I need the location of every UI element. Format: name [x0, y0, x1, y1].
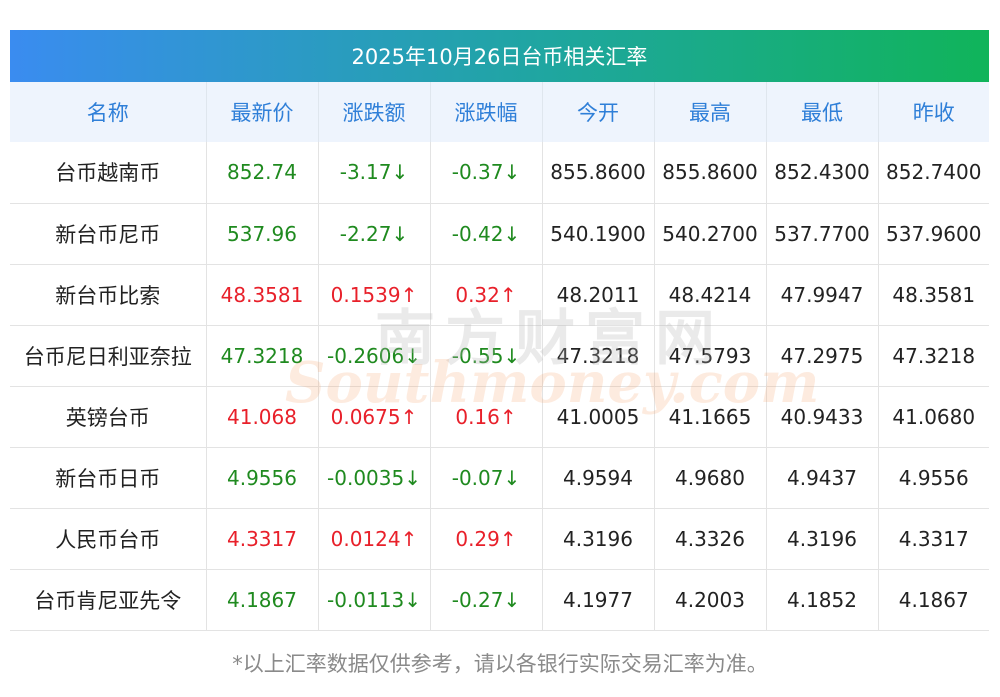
cell-open: 540.1900 — [542, 203, 655, 265]
cell-low: 4.9437 — [766, 447, 879, 509]
cell-prev-close: 4.1867 — [878, 569, 989, 631]
cell-high: 540.2700 — [654, 203, 767, 265]
cell-low: 4.1852 — [766, 569, 879, 631]
cell-change: 0.0675↑ — [318, 386, 431, 448]
cell-prev-close: 537.9600 — [878, 203, 989, 265]
table-row: 台币尼日利亚奈拉 47.3218 -0.2606↓ -0.55↓ 47.3218 47.5… — [10, 325, 989, 387]
header-latest: 最新价 — [206, 82, 319, 142]
cell-high: 47.5793 — [654, 325, 767, 387]
cell-change: 0.0124↑ — [318, 508, 431, 570]
cell-open: 41.0005 — [542, 386, 655, 448]
cell-open: 4.9594 — [542, 447, 655, 509]
cell-name: 英镑台币 — [10, 386, 207, 448]
cell-name: 人民币台币 — [10, 508, 207, 570]
table-row: 台币越南币 852.74 -3.17↓ -0.37↓ 855.8600 855.8600 8… — [10, 142, 989, 204]
cell-low: 537.7700 — [766, 203, 879, 265]
cell-prev-close: 852.7400 — [878, 142, 989, 204]
cell-latest: 537.96 — [206, 203, 319, 265]
cell-name: 台币越南币 — [10, 142, 207, 204]
cell-open: 47.3218 — [542, 325, 655, 387]
cell-change-pct: -0.55↓ — [430, 325, 543, 387]
table-row: 新台币日币 4.9556 -0.0035↓ -0.07↓ 4.9594 4.9680 4.9… — [10, 447, 989, 509]
cell-name: 新台币日币 — [10, 447, 207, 509]
cell-low: 4.3196 — [766, 508, 879, 570]
header-low: 最低 — [766, 82, 879, 142]
cell-change: -0.0035↓ — [318, 447, 431, 509]
cell-open: 48.2011 — [542, 264, 655, 326]
cell-change-pct: 0.16↑ — [430, 386, 543, 448]
cell-latest: 852.74 — [206, 142, 319, 204]
cell-high: 4.3326 — [654, 508, 767, 570]
cell-change: -2.27↓ — [318, 203, 431, 265]
cell-latest: 4.3317 — [206, 508, 319, 570]
cell-change: 0.1539↑ — [318, 264, 431, 326]
header-change-pct: 涨跌幅 — [430, 82, 543, 142]
cell-name: 新台币尼币 — [10, 203, 207, 265]
table-row: 新台币比索 48.3581 0.1539↑ 0.32↑ 48.2011 48.4214 47… — [10, 264, 989, 326]
cell-high: 855.8600 — [654, 142, 767, 204]
cell-high: 48.4214 — [654, 264, 767, 326]
table-title: 2025年10月26日台币相关汇率 — [10, 30, 989, 82]
cell-low: 852.4300 — [766, 142, 879, 204]
table-row: 台币肯尼亚先令 4.1867 -0.0113↓ -0.27↓ 4.1977 4.2003 4… — [10, 569, 989, 631]
cell-change-pct: 0.32↑ — [430, 264, 543, 326]
cell-latest: 41.068 — [206, 386, 319, 448]
cell-change-pct: 0.29↑ — [430, 508, 543, 570]
cell-name: 台币尼日利亚奈拉 — [10, 325, 207, 387]
footnote: *以上汇率数据仅供参考，请以各银行实际交易汇率为准。 — [232, 652, 768, 676]
header-change: 涨跌额 — [318, 82, 431, 142]
cell-name: 台币肯尼亚先令 — [10, 569, 207, 631]
cell-change-pct: -0.42↓ — [430, 203, 543, 265]
cell-name: 新台币比索 — [10, 264, 207, 326]
table-row: 英镑台币 41.068 0.0675↑ 0.16↑ 41.0005 41.1665 40.9… — [10, 386, 989, 448]
table-row: 新台币尼币 537.96 -2.27↓ -0.42↓ 540.1900 540.2700 5… — [10, 203, 989, 265]
rate-table-card: 2025年10月26日台币相关汇率 名称 最新价 涨跌额 涨跌幅 今开 最高 最… — [10, 30, 989, 631]
cell-latest: 4.9556 — [206, 447, 319, 509]
cell-open: 4.1977 — [542, 569, 655, 631]
cell-latest: 48.3581 — [206, 264, 319, 326]
cell-prev-close: 47.3218 — [878, 325, 989, 387]
header-high: 最高 — [654, 82, 767, 142]
cell-high: 4.2003 — [654, 569, 767, 631]
cell-latest: 4.1867 — [206, 569, 319, 631]
table-row: 人民币台币 4.3317 0.0124↑ 0.29↑ 4.3196 4.3326 4.319… — [10, 508, 989, 570]
cell-open: 855.8600 — [542, 142, 655, 204]
cell-change-pct: -0.07↓ — [430, 447, 543, 509]
cell-low: 40.9433 — [766, 386, 879, 448]
cell-prev-close: 4.3317 — [878, 508, 989, 570]
cell-change-pct: -0.37↓ — [430, 142, 543, 204]
header-prev-close: 昨收 — [912, 101, 955, 125]
cell-latest: 47.3218 — [206, 325, 319, 387]
cell-prev-close: 4.9556 — [878, 447, 989, 509]
exchange-rate-table: 名称 最新价 涨跌额 涨跌幅 今开 最高 最低 昨收 台币越南币 852.74 -3… — [10, 82, 989, 631]
cell-high: 41.1665 — [654, 386, 767, 448]
cell-low: 47.2975 — [766, 325, 879, 387]
header-row: 名称 最新价 涨跌额 涨跌幅 今开 最高 最低 昨收 — [10, 82, 989, 142]
cell-prev-close: 48.3581 — [878, 264, 989, 326]
header-open: 今开 — [542, 82, 655, 142]
cell-change: -0.2606↓ — [318, 325, 431, 387]
cell-open: 4.3196 — [542, 508, 655, 570]
cell-high: 4.9680 — [654, 447, 767, 509]
cell-change-pct: -0.27↓ — [430, 569, 543, 631]
cell-low: 47.9947 — [766, 264, 879, 326]
cell-change: -0.0113↓ — [318, 569, 431, 631]
cell-prev-close: 41.0680 — [878, 386, 989, 448]
cell-change: -3.17↓ — [318, 142, 431, 204]
header-name: 名称 — [10, 82, 207, 142]
